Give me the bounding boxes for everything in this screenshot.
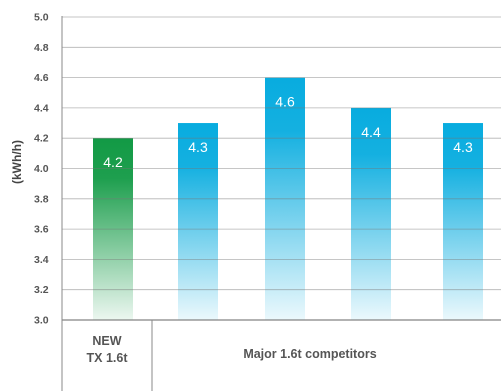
bar-value-label: 4.4 [361,124,381,140]
y-tick-label: 3.8 [34,193,49,205]
bar-value-label: 4.3 [453,139,473,155]
y-tick-label: 4.2 [34,133,49,145]
bar [443,123,483,320]
bar [351,107,391,321]
y-tick-label: 4.4 [34,102,49,114]
bar-value-label: 4.2 [103,154,123,170]
y-tick-label: 3.4 [34,254,49,266]
y-tick-label: 4.0 [34,163,49,175]
bar [178,123,218,320]
y-tick-label: 3.0 [34,315,49,327]
y-tick-label: 3.6 [34,224,49,236]
y-tick-label: 3.2 [34,284,49,296]
y-tick-label: 4.8 [34,42,49,54]
y-tick-label: 4.6 [34,72,49,84]
x-category-label: NEW [92,334,121,348]
y-axis-title: (kWh/h) [10,140,24,184]
x-category-label: TX 1.6t [87,351,129,365]
y-tick-label: 5.0 [34,12,49,24]
x-category-label: Major 1.6t competitors [243,347,376,361]
bar-value-label: 4.6 [275,94,295,110]
bar-value-label: 4.3 [188,139,208,155]
